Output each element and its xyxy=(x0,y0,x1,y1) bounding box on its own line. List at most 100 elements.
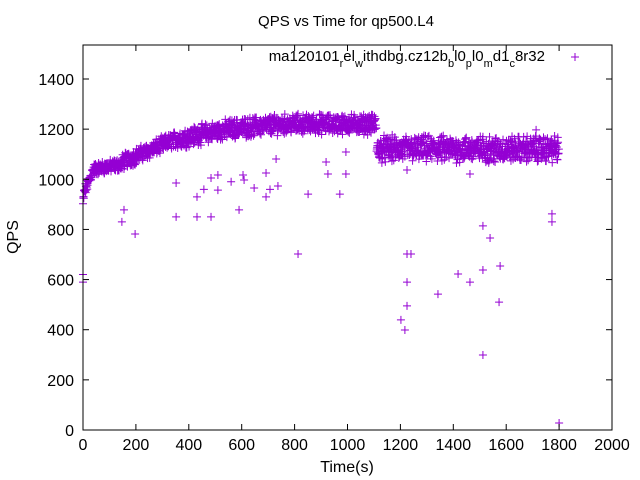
data-point xyxy=(467,154,476,163)
data-point xyxy=(363,130,372,139)
data-point xyxy=(294,109,303,118)
data-point-outlier xyxy=(396,315,405,324)
data-point-outlier xyxy=(478,351,487,360)
data-point-outlier xyxy=(207,174,216,183)
data-point xyxy=(321,119,330,128)
data-point-outlier xyxy=(322,157,331,166)
data-point-outlier xyxy=(192,192,201,201)
data-point-outlier xyxy=(478,221,487,230)
x-tick-label: 1400 xyxy=(436,437,472,454)
data-point xyxy=(386,135,395,144)
data-point xyxy=(439,131,448,140)
data-point xyxy=(553,139,562,148)
data-point xyxy=(317,130,326,139)
legend-text-part: w xyxy=(354,58,363,70)
legend-text-part: l0 xyxy=(454,48,466,65)
x-tick-label: 400 xyxy=(175,437,202,454)
data-point-outlier xyxy=(131,229,140,238)
data-point xyxy=(485,132,494,141)
x-tick-label: 1200 xyxy=(383,437,419,454)
x-tick-label: 200 xyxy=(123,437,150,454)
data-point xyxy=(542,157,551,166)
data-point xyxy=(79,194,88,203)
data-point xyxy=(474,135,483,144)
y-tick-label: 200 xyxy=(47,373,74,390)
legend-text-part: ma120101 xyxy=(269,48,340,65)
data-point xyxy=(554,138,563,147)
data-point-outlier xyxy=(491,157,500,166)
data-point xyxy=(218,135,227,144)
data-point-outlier xyxy=(495,298,504,307)
data-point xyxy=(145,153,154,162)
data-point xyxy=(534,156,543,165)
data-point-outlier xyxy=(172,179,181,188)
data-point-outlier xyxy=(341,147,350,156)
x-tick-label: 2000 xyxy=(594,437,630,454)
data-point xyxy=(370,125,379,134)
data-point xyxy=(314,126,323,135)
data-point-outlier xyxy=(335,190,344,199)
legend: ma120101relwithdbg.cz12bbl0pl0md1c8r32 xyxy=(269,48,579,70)
x-axis-label: Time(s) xyxy=(320,459,374,476)
data-point-outlier xyxy=(273,182,282,191)
data-point-outlier xyxy=(250,184,259,193)
data-point xyxy=(427,154,436,163)
data-point xyxy=(389,156,398,165)
data-point xyxy=(131,160,140,169)
data-point xyxy=(529,146,538,155)
data-point-outlier xyxy=(403,278,412,287)
data-point-outlier xyxy=(294,249,303,258)
data-point-outlier xyxy=(119,205,128,214)
data-point-outlier xyxy=(478,266,487,275)
chart-title: QPS vs Time for qp500.L4 xyxy=(258,13,434,30)
legend-entry-label: ma120101relwithdbg.cz12bbl0pl0md1c8r32 xyxy=(269,48,545,70)
data-point-outlier xyxy=(433,290,442,299)
x-tick-label: 1600 xyxy=(488,437,524,454)
data-point-outlier xyxy=(262,192,271,201)
legend-text-part: ithdbg.cz12b xyxy=(363,48,448,65)
data-point-outlier xyxy=(227,177,236,186)
plot-frame xyxy=(82,44,613,431)
legend-text-part: m xyxy=(484,58,493,70)
data-point xyxy=(315,110,324,119)
y-tick-label: 0 xyxy=(65,423,74,440)
data-point-outlier xyxy=(486,233,495,242)
data-point-outlier xyxy=(172,212,181,221)
legend-text-part: l0 xyxy=(472,48,484,65)
data-point-outlier xyxy=(207,212,216,221)
data-point-outlier xyxy=(240,176,249,185)
data-point xyxy=(419,138,428,147)
data-point-outlier xyxy=(341,170,350,179)
data-point-outlier xyxy=(117,217,126,226)
legend-text-part: r xyxy=(340,58,344,70)
y-axis-label: QPS xyxy=(5,220,22,254)
data-point xyxy=(553,155,562,164)
legend-text-part: el xyxy=(343,48,355,65)
legend-text-part: d1 xyxy=(493,48,510,65)
y-tick-label: 1400 xyxy=(38,72,74,89)
data-point xyxy=(308,113,317,122)
data-point-outlier xyxy=(454,270,463,279)
data-point-outlier xyxy=(496,262,505,271)
data-point xyxy=(387,157,396,166)
y-tick-label: 400 xyxy=(47,323,74,340)
data-point xyxy=(249,131,258,140)
x-tick-label: 0 xyxy=(79,437,88,454)
x-axis-ticks: 0 200 400 600 800 1000 1200 1400 1600 1800 2000 xyxy=(79,45,630,454)
data-point-outlier xyxy=(304,190,313,199)
y-tick-label: 800 xyxy=(47,222,74,239)
data-points xyxy=(79,109,564,427)
y-tick-label: 600 xyxy=(47,273,74,290)
legend-text-part: c xyxy=(509,58,515,70)
data-point-outlier xyxy=(199,185,208,194)
data-point-outlier xyxy=(403,166,412,175)
data-point xyxy=(138,156,147,165)
data-point-outlier xyxy=(465,278,474,287)
data-point xyxy=(252,113,261,122)
x-tick-label: 800 xyxy=(281,437,308,454)
data-point xyxy=(159,145,168,154)
data-point xyxy=(372,124,381,133)
data-point xyxy=(548,158,557,167)
data-point-outlier xyxy=(235,205,244,214)
